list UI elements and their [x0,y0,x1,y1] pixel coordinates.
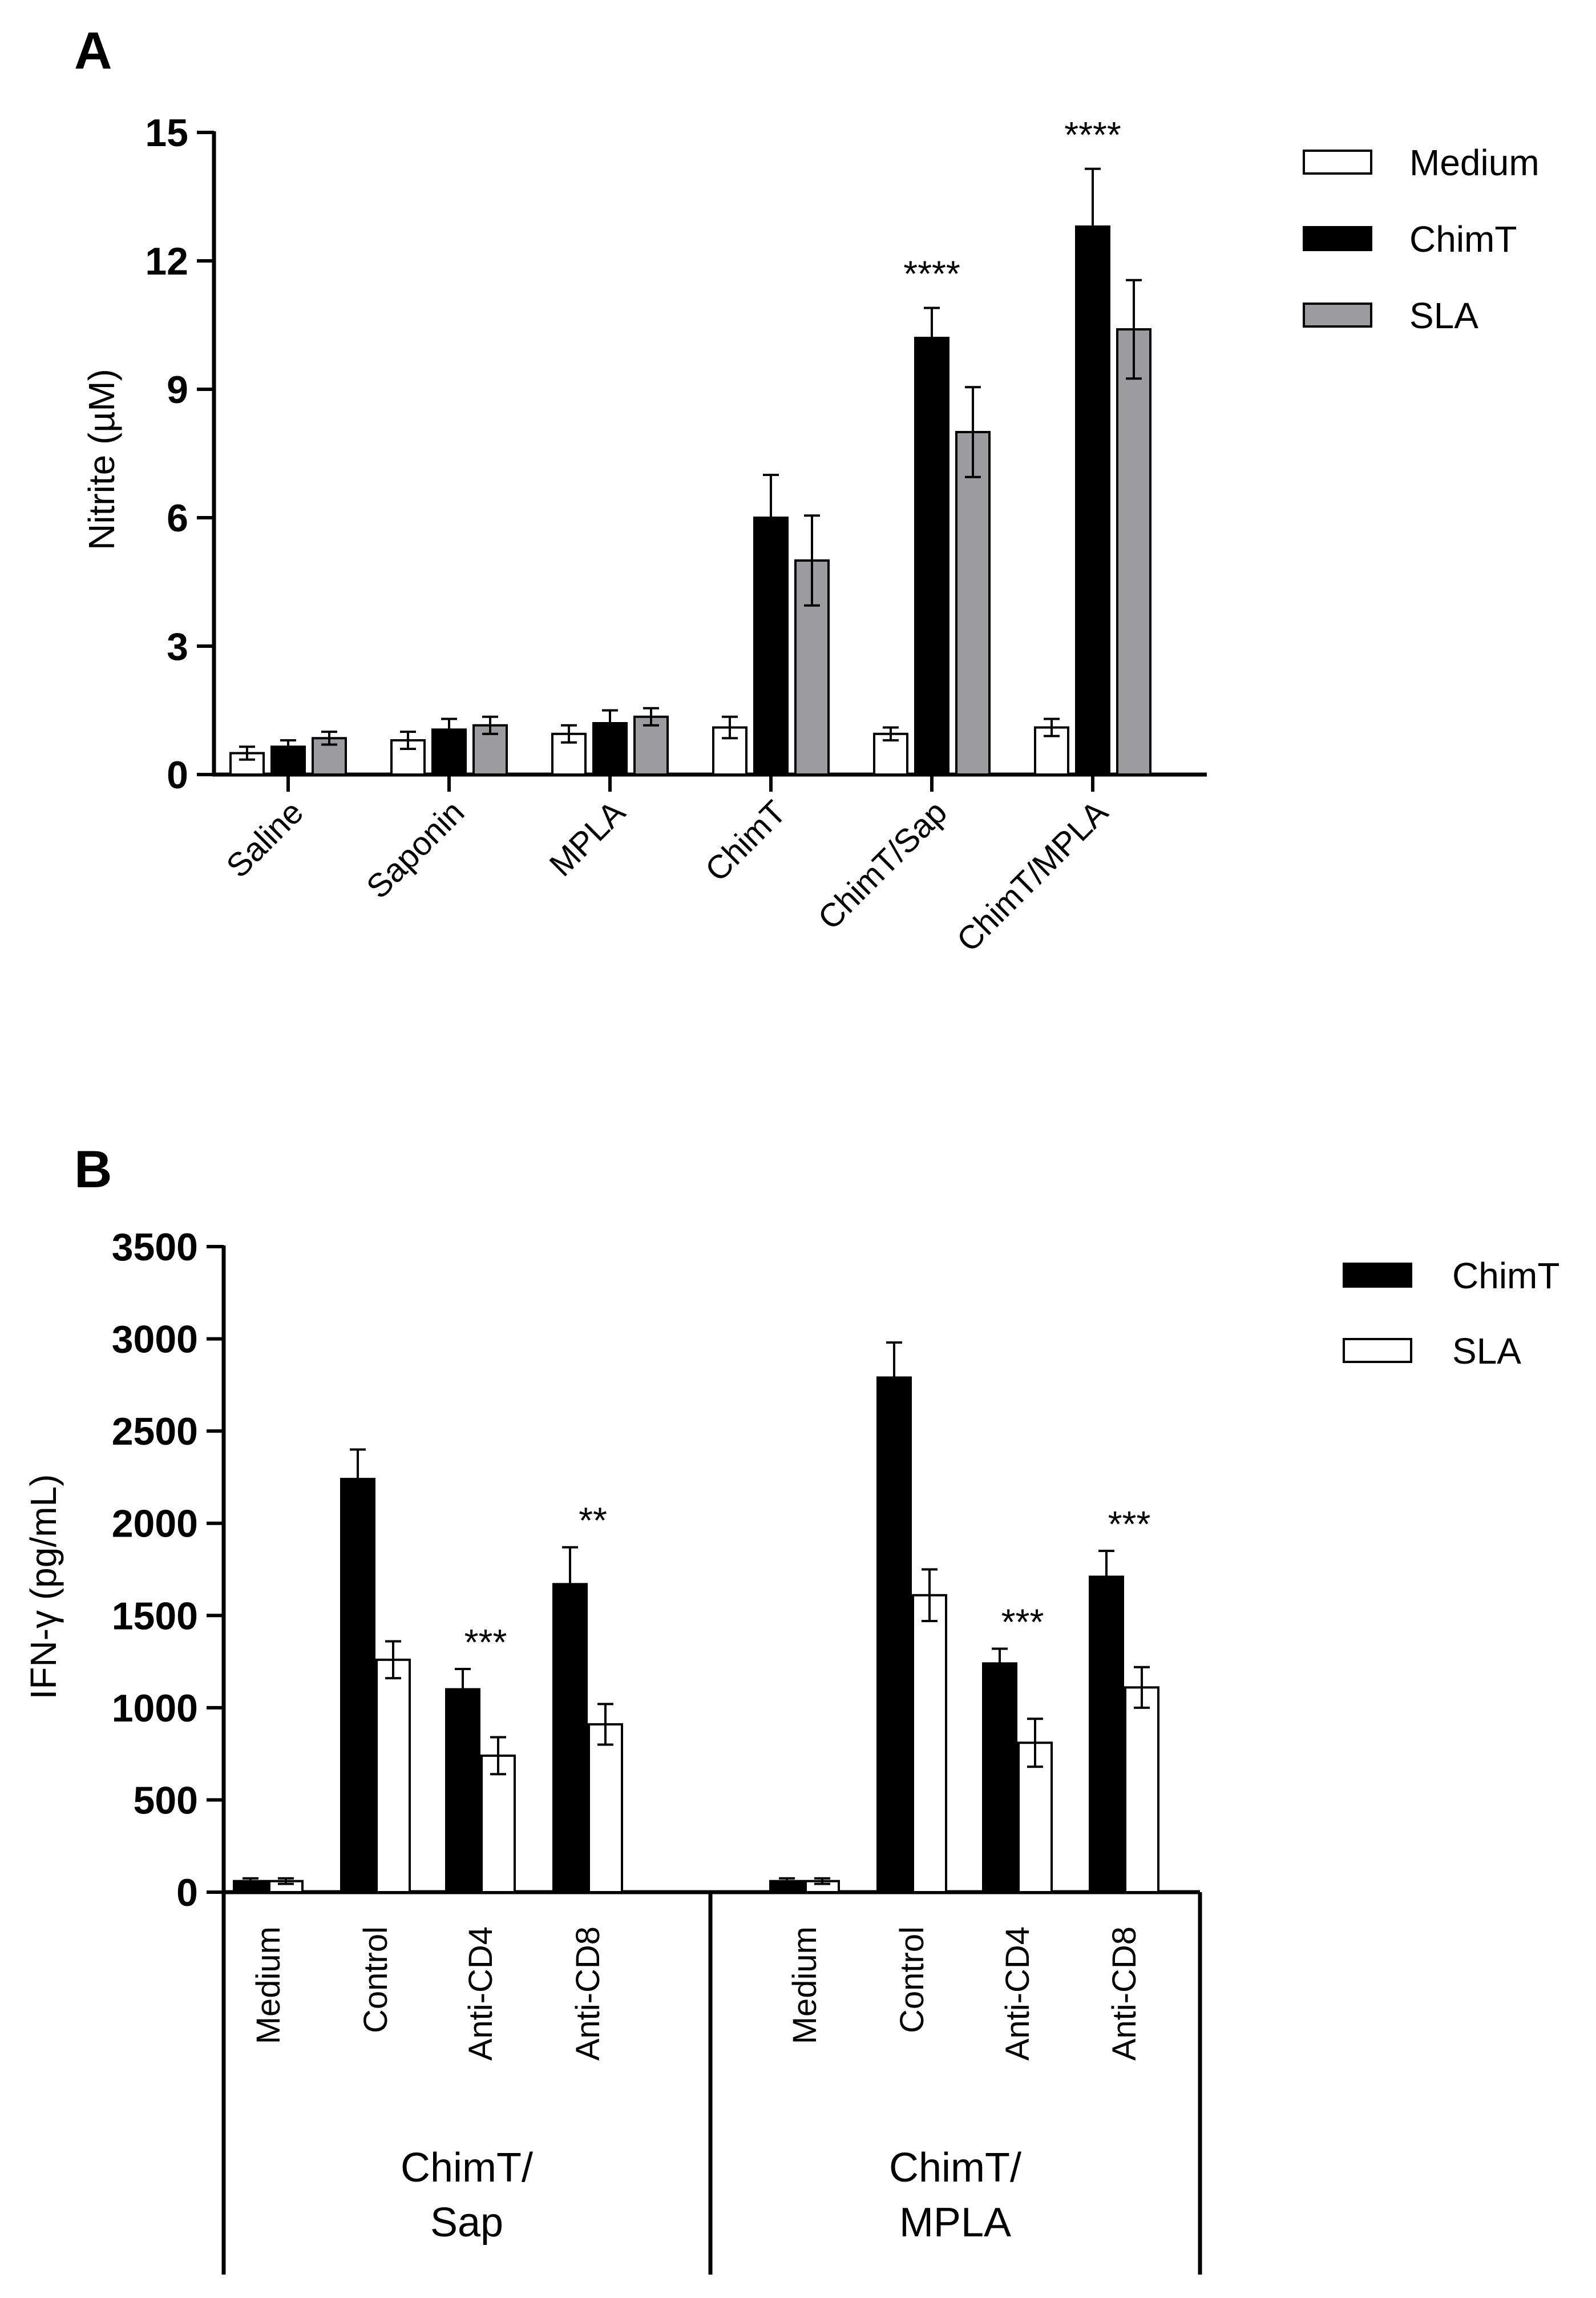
panel-a-legend-swatch-chimt [1303,226,1372,251]
panel-b-significance-marker: *** [1108,1503,1151,1545]
panel-a-y-axis-label: Nitrite (µM) [81,369,122,550]
panel-b: B IFN-γ (pg/mL) 0 500 1000 1500 2000 2500 3000… [23,1140,1559,2275]
panel-b-category-label: Anti-CD8 [569,1926,607,2061]
panel-a-legend: Medium ChimT SLA [1303,142,1540,336]
panel-b-y-tick-label: 1000 [112,1687,198,1730]
panel-a-bar-chimt [1075,225,1110,776]
panel-b-letter: B [74,1140,112,1199]
panel-b-y-tick-label: 500 [134,1779,198,1822]
panel-a-bar-chimt [914,337,949,776]
panel-b-group-label-line1: ChimT/ [889,2145,1021,2191]
panel-b-significance-marker: *** [1001,1601,1044,1642]
panel-a-category-label: ChimT/MPLA [949,793,1115,959]
panel-a-legend-label: SLA [1409,295,1478,336]
panel-b-category-label: Anti-CD8 [1106,1926,1143,2061]
panel-b-legend-swatch-chimt [1343,1263,1412,1288]
panel-a-y-tick-label: 3 [167,625,188,668]
panel-a-significance-marker: **** [1064,114,1121,155]
panel-b-bar-sla [588,1723,623,1893]
panel-b-bar-chimt [340,1478,375,1893]
panel-b-legend: ChimT SLA [1343,1255,1559,1372]
panel-a-legend-label: ChimT [1409,219,1517,260]
panel-b-bar-chimt [1089,1575,1124,1894]
panel-a-y-tick-label: 15 [145,111,188,155]
panel-b-y-tick-label: 0 [176,1871,198,1914]
panel-b-bar-sla [1124,1686,1159,1894]
panel-a-category-label: Saponin [359,793,471,905]
panel-a-y-tick-label: 0 [167,753,188,797]
panel-b-y-tick-label: 2500 [112,1410,198,1453]
panel-b-group-label-line1: ChimT/ [401,2145,533,2191]
panel-b-category-label: Medium [250,1926,287,2044]
panel-b-category-label: Control [357,1926,394,2033]
panel-b-category-label: Control [894,1926,931,2033]
panel-a-legend-swatch-medium [1303,150,1372,175]
panel-a-letter: A [74,22,112,80]
panel-b-bar-chimt [445,1688,480,1894]
panel-a-bar-sla [1116,328,1151,776]
panel-b-legend-swatch-sla [1343,1338,1412,1363]
panel-a-axes: 0 3 6 9 12 15 Saline Saponin MPLA ChimT ChimT/SapC… [145,111,1207,959]
panel-a-category-label: MPLA [543,793,633,884]
panel-b-bar-chimt [552,1583,588,1893]
panel-a: A Nitrite (µM) 0 3 6 9 12 15 Saline Saponin MPLA… [74,22,1540,959]
panel-b-bar-chimt [876,1376,912,1893]
panel-b-y-tick-label: 2000 [112,1502,198,1546]
panel-a-y-tick-label: 6 [167,497,188,540]
panel-a-category-label: Saline [219,793,310,885]
panel-b-axes: 0 500 1000 1500 2000 2500 3000 3500 Medium Contro… [112,1225,1202,2275]
panel-b-bar-sla [480,1754,516,1893]
panel-a-category-label: ChimT [698,793,793,889]
panel-b-legend-label: SLA [1452,1331,1521,1372]
panel-a-legend-swatch-sla [1303,303,1372,328]
panel-b-y-axis-label: IFN-γ (pg/mL) [23,1474,64,1700]
panel-b-group-label-line2: MPLA [899,2200,1011,2245]
panel-a-y-tick-label: 12 [145,240,188,283]
panel-a-bar-medium [229,752,265,776]
panel-a-bar-sla [955,431,991,776]
panel-a-bars: **** **** [229,114,1151,776]
panel-a-legend-label: Medium [1409,142,1540,183]
panel-b-legend-label: ChimT [1452,1255,1559,1296]
panel-b-significance-marker: *** [464,1622,507,1663]
panel-a-category-label: ChimT/Sap [811,793,954,937]
panel-a-y-tick-label: 9 [167,368,188,412]
panel-b-y-tick-label: 3000 [112,1318,198,1361]
panel-b-bar-chimt [982,1662,1017,1894]
panel-b-bar-sla [912,1594,947,1893]
panel-a-bar-chimt [753,517,789,776]
panel-b-category-label: Medium [786,1926,823,2044]
panel-a-significance-marker: **** [903,253,960,295]
panel-b-bar-sla [375,1658,411,1894]
panel-b-category-label: Anti-CD4 [999,1926,1036,2061]
panel-b-bars: *********** [233,1341,1159,1894]
panel-b-significance-marker: ** [579,1500,607,1541]
panel-a-bar-chimt [270,745,306,776]
panel-b-group-label-line2: Sap [430,2200,503,2245]
panel-b-y-tick-label: 3500 [112,1225,198,1269]
panel-b-category-label: Anti-CD4 [462,1926,499,2061]
panel-b-y-tick-label: 1500 [112,1594,198,1638]
